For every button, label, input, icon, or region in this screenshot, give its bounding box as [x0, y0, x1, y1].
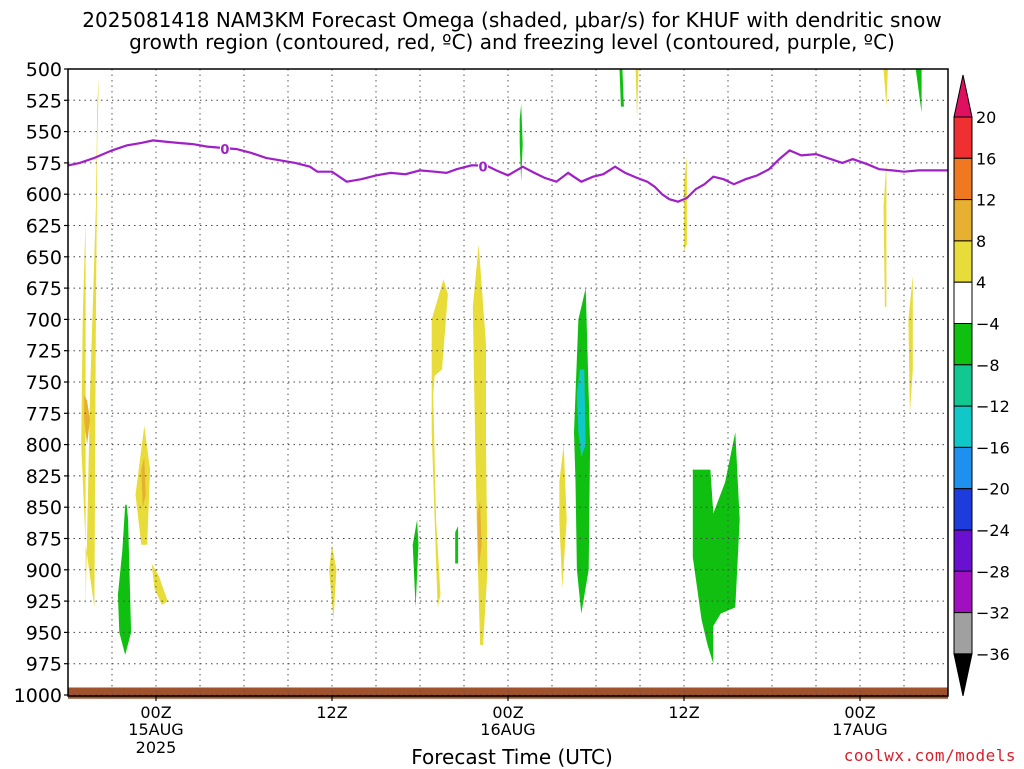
omega-region-16 — [576, 369, 586, 458]
colorbar-tick-label: −8 — [976, 356, 1000, 375]
y-tick-label: 550 — [26, 122, 62, 144]
colorbar-tick-label: −28 — [976, 562, 1010, 581]
omega-region-17 — [619, 69, 624, 107]
omega-region-1 — [81, 77, 99, 608]
y-tick-label: 675 — [26, 278, 62, 300]
credit-link[interactable]: coolwx.com/models — [843, 746, 1016, 765]
omega-region-7 — [329, 544, 337, 620]
chart-title-line-1: 2025081418 NAM3KM Forecast Omega (shaded… — [82, 8, 942, 32]
y-tick-label: 600 — [26, 184, 62, 206]
omega-region-24 — [915, 69, 922, 113]
y-tick-label: 500 — [26, 59, 62, 81]
x-tick-sublabel: 2025 — [136, 738, 177, 757]
colorbar-segment — [953, 488, 973, 531]
colorbar-tick-label: −16 — [976, 438, 1010, 457]
omega-region-5 — [151, 563, 168, 605]
contour-label: 0 — [220, 143, 229, 158]
colorbar-segment — [953, 281, 973, 325]
y-tick-label: 775 — [26, 403, 62, 425]
y-tick-label: 575 — [26, 153, 62, 175]
colorbar-segment — [953, 529, 973, 572]
y-tick-label: 800 — [26, 435, 62, 457]
colorbar-top-arrow — [953, 74, 973, 118]
y-tick-label: 700 — [26, 309, 62, 331]
colorbar-tick-label: 20 — [976, 108, 996, 127]
omega-region-23 — [908, 275, 913, 414]
colorbar-segment — [953, 570, 973, 614]
omega-region-10 — [455, 526, 459, 564]
omega-region-22 — [883, 162, 887, 307]
contour-label-bg — [219, 140, 230, 155]
colorbar-tick-label: −4 — [976, 315, 1000, 334]
omega-region-11 — [472, 244, 488, 645]
colorbar-segment — [953, 364, 973, 407]
y-tick-label: 650 — [26, 247, 62, 269]
omega-region-4 — [141, 457, 146, 508]
y-tick-label: 825 — [26, 466, 62, 488]
omega-region-14 — [559, 444, 567, 589]
colorbar-tick-label: 4 — [976, 273, 986, 292]
surface-band — [68, 687, 948, 699]
y-tick-label: 725 — [26, 341, 62, 363]
omega-region-8 — [431, 279, 448, 608]
freezing-level-contour: 00 — [67, 139, 948, 203]
colorbar-tick-label: 16 — [976, 149, 996, 168]
y-tick-label: 625 — [26, 215, 62, 237]
colorbar-segment — [953, 116, 973, 159]
y-tick-label: 875 — [26, 528, 62, 550]
colorbar-tick-label: 8 — [976, 232, 986, 251]
x-tick-sublabel: 17AUG — [832, 720, 887, 739]
y-tick-label: 750 — [26, 372, 62, 394]
colorbar-segment — [953, 157, 973, 201]
contour-label: 0 — [479, 160, 488, 175]
omega-region-13 — [519, 104, 523, 182]
omega-region-18 — [635, 69, 639, 120]
omega-region-2 — [84, 394, 90, 445]
x-tick-sublabel: 16AUG — [480, 720, 535, 739]
colorbar-tick-label: −36 — [976, 645, 1010, 664]
x-tick-label: 12Z — [316, 703, 347, 722]
colorbar-segment — [953, 240, 973, 283]
x-tick-label: 00Z — [140, 703, 171, 722]
surface-terrain-band — [68, 687, 948, 699]
omega-region-9 — [412, 519, 419, 608]
y-axis-pressure-ticks: 500 525 550 575 600 625 650 675 700 725 750 775 800 8… — [14, 59, 68, 707]
y-tick-label: 850 — [26, 497, 62, 519]
freezing-level-line — [67, 139, 948, 203]
contour-label-bg — [478, 158, 489, 173]
grid-lines — [68, 68, 948, 696]
omega-colorbar: 20 16 12 8 4 −4 −8 −12 −16 −20 −24 −28 −32 −36 — [953, 74, 1010, 697]
colorbar-tick-label: −32 — [976, 604, 1010, 623]
colorbar-segment — [953, 446, 973, 490]
y-tick-label: 1000 — [14, 685, 62, 707]
y-tick-label: 900 — [26, 560, 62, 582]
y-tick-label: 525 — [26, 90, 62, 112]
colorbar-segment — [953, 405, 973, 448]
omega-region-20 — [692, 432, 740, 664]
y-tick-label: 950 — [26, 622, 62, 644]
colorbar-bottom-arrow — [953, 653, 973, 697]
colorbar-segment — [953, 612, 973, 655]
omega-region-12 — [477, 500, 482, 570]
x-tick-sublabel: 15AUG — [128, 720, 183, 739]
x-tick-label: 12Z — [668, 703, 699, 722]
x-tick-label: 00Z — [492, 703, 523, 722]
y-tick-label: 975 — [26, 654, 62, 676]
x-axis-label: Forecast Time (UTC) — [411, 745, 613, 769]
x-tick-label: 00Z — [844, 703, 875, 722]
colorbar-tick-label: −12 — [976, 397, 1010, 416]
colorbar-tick-label: 12 — [976, 191, 996, 210]
colorbar-tick-label: −20 — [976, 480, 1010, 499]
omega-region-19 — [684, 156, 687, 251]
colorbar-segment — [953, 323, 973, 366]
omega-region-21 — [883, 69, 888, 107]
colorbar-segment — [953, 199, 973, 242]
colorbar-tick-label: −24 — [976, 521, 1010, 540]
omega-shaded-regions — [81, 69, 922, 664]
y-tick-label: 925 — [26, 591, 62, 613]
omega-region-6 — [117, 504, 132, 655]
chart-title-line-2: growth region (contoured, red, ºC) and f… — [129, 30, 895, 54]
